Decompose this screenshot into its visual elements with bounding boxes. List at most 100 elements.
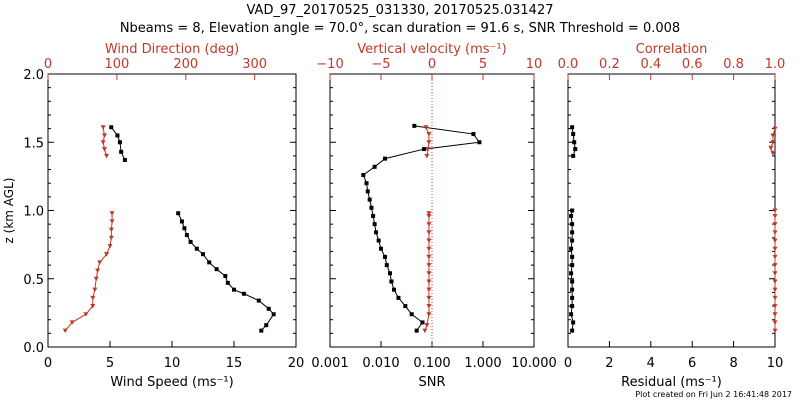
x-bottom-tick-label: 0 xyxy=(564,356,572,371)
data-point xyxy=(90,295,96,301)
data-point xyxy=(570,222,575,227)
data-point xyxy=(426,312,432,317)
data-point xyxy=(772,287,778,293)
data-point xyxy=(426,287,432,293)
data-point xyxy=(772,312,778,317)
data-point xyxy=(108,235,114,241)
y-tick-label: 1.0 xyxy=(23,205,44,220)
x-bottom-tick-label: 8 xyxy=(729,356,737,371)
panel-frame-residual xyxy=(567,73,776,348)
data-point xyxy=(182,226,187,231)
data-point xyxy=(422,328,428,334)
x-bottom-tick-label: 5 xyxy=(106,356,114,371)
data-point xyxy=(266,306,271,311)
x-bottom-tick-label: 6 xyxy=(688,356,696,371)
x-bottom-tick-label: 10 xyxy=(164,356,181,371)
data-point xyxy=(93,276,99,282)
data-point xyxy=(376,238,381,243)
data-point xyxy=(367,197,372,202)
data-point xyxy=(772,126,778,132)
x-bottom-tick-label: 0.001 xyxy=(311,356,348,371)
data-point xyxy=(572,140,577,145)
data-point xyxy=(570,328,575,333)
x-top-axis-label: Wind Direction (deg) xyxy=(105,42,239,57)
data-point xyxy=(770,133,776,138)
data-point xyxy=(104,252,110,257)
data-point xyxy=(772,222,778,227)
data-point xyxy=(387,271,392,276)
data-point xyxy=(389,279,394,284)
series-correlation-upper- xyxy=(768,126,778,156)
data-point xyxy=(223,274,228,279)
series-snr xyxy=(361,123,482,333)
x-bottom-tick-label: 10.000 xyxy=(511,356,557,371)
data-point xyxy=(414,328,419,333)
data-point xyxy=(772,238,778,244)
x-bottom-axis-label: Residual (ms⁻¹) xyxy=(621,375,722,390)
x-top-tick-label: 0.2 xyxy=(599,57,620,72)
data-point xyxy=(770,151,776,156)
data-point xyxy=(179,219,184,224)
data-point xyxy=(122,157,127,162)
data-point xyxy=(188,239,193,244)
x-top-tick-label: 5 xyxy=(479,57,487,72)
data-point xyxy=(426,211,432,216)
x-top-tick-label: 1.0 xyxy=(765,57,786,72)
panel-frame-snr xyxy=(329,73,535,348)
data-point xyxy=(570,254,575,259)
data-point xyxy=(379,246,383,251)
data-point xyxy=(184,233,189,238)
y-tick-label: 0.0 xyxy=(23,341,44,356)
x-bottom-tick-label: 15 xyxy=(226,356,243,371)
data-point xyxy=(426,238,432,244)
data-point xyxy=(392,287,397,292)
data-point xyxy=(772,208,778,213)
data-point xyxy=(424,323,430,328)
data-point xyxy=(426,304,432,309)
data-point xyxy=(364,181,369,186)
data-point xyxy=(259,328,264,333)
data-point xyxy=(176,211,181,216)
data-point xyxy=(570,287,575,292)
panel-wind: 0.0 0.5 1.0 1.5 2.0 z (km AGL) 0 5 10 15 20 Wind Sp… xyxy=(2,42,304,390)
data-point xyxy=(92,287,98,293)
x-bottom-axis-label: Wind Speed (ms⁻¹) xyxy=(110,375,233,390)
series-line xyxy=(570,210,574,331)
data-point xyxy=(365,189,370,194)
data-point xyxy=(207,260,212,265)
x-top-tick-label: 100 xyxy=(104,57,129,72)
data-point xyxy=(383,156,388,161)
data-point xyxy=(97,260,103,265)
data-point xyxy=(194,246,199,251)
data-point xyxy=(271,312,276,317)
data-point xyxy=(108,227,114,233)
series-line xyxy=(64,213,113,331)
x-top-tick-label: 300 xyxy=(242,57,267,72)
data-point xyxy=(403,304,408,309)
x-top-tick-label: 0.4 xyxy=(640,57,661,72)
plot-created-footer: Plot created on Fri Jun 2 16:41:48 2017 xyxy=(635,390,792,399)
series-wind-speed xyxy=(176,211,276,333)
data-point xyxy=(424,153,430,159)
series-wind-direction-upper- xyxy=(100,125,110,159)
data-point xyxy=(569,271,574,276)
data-point xyxy=(374,230,379,235)
x-top-tick-label: 0.6 xyxy=(682,57,703,72)
data-point xyxy=(426,140,432,145)
data-point xyxy=(569,312,574,317)
data-point xyxy=(772,328,778,334)
data-point xyxy=(770,140,776,145)
x-top-axis-label: Vertical velocity (ms⁻¹) xyxy=(357,42,506,57)
data-point xyxy=(119,149,124,154)
data-point xyxy=(107,243,113,249)
data-point xyxy=(100,140,106,145)
data-point xyxy=(264,323,269,328)
data-point xyxy=(571,153,576,158)
y-axis-label: z (km AGL) xyxy=(2,178,16,244)
data-point xyxy=(426,263,432,268)
data-point xyxy=(471,132,476,137)
data-point xyxy=(570,304,575,309)
data-point xyxy=(361,173,366,178)
data-point xyxy=(570,295,575,300)
